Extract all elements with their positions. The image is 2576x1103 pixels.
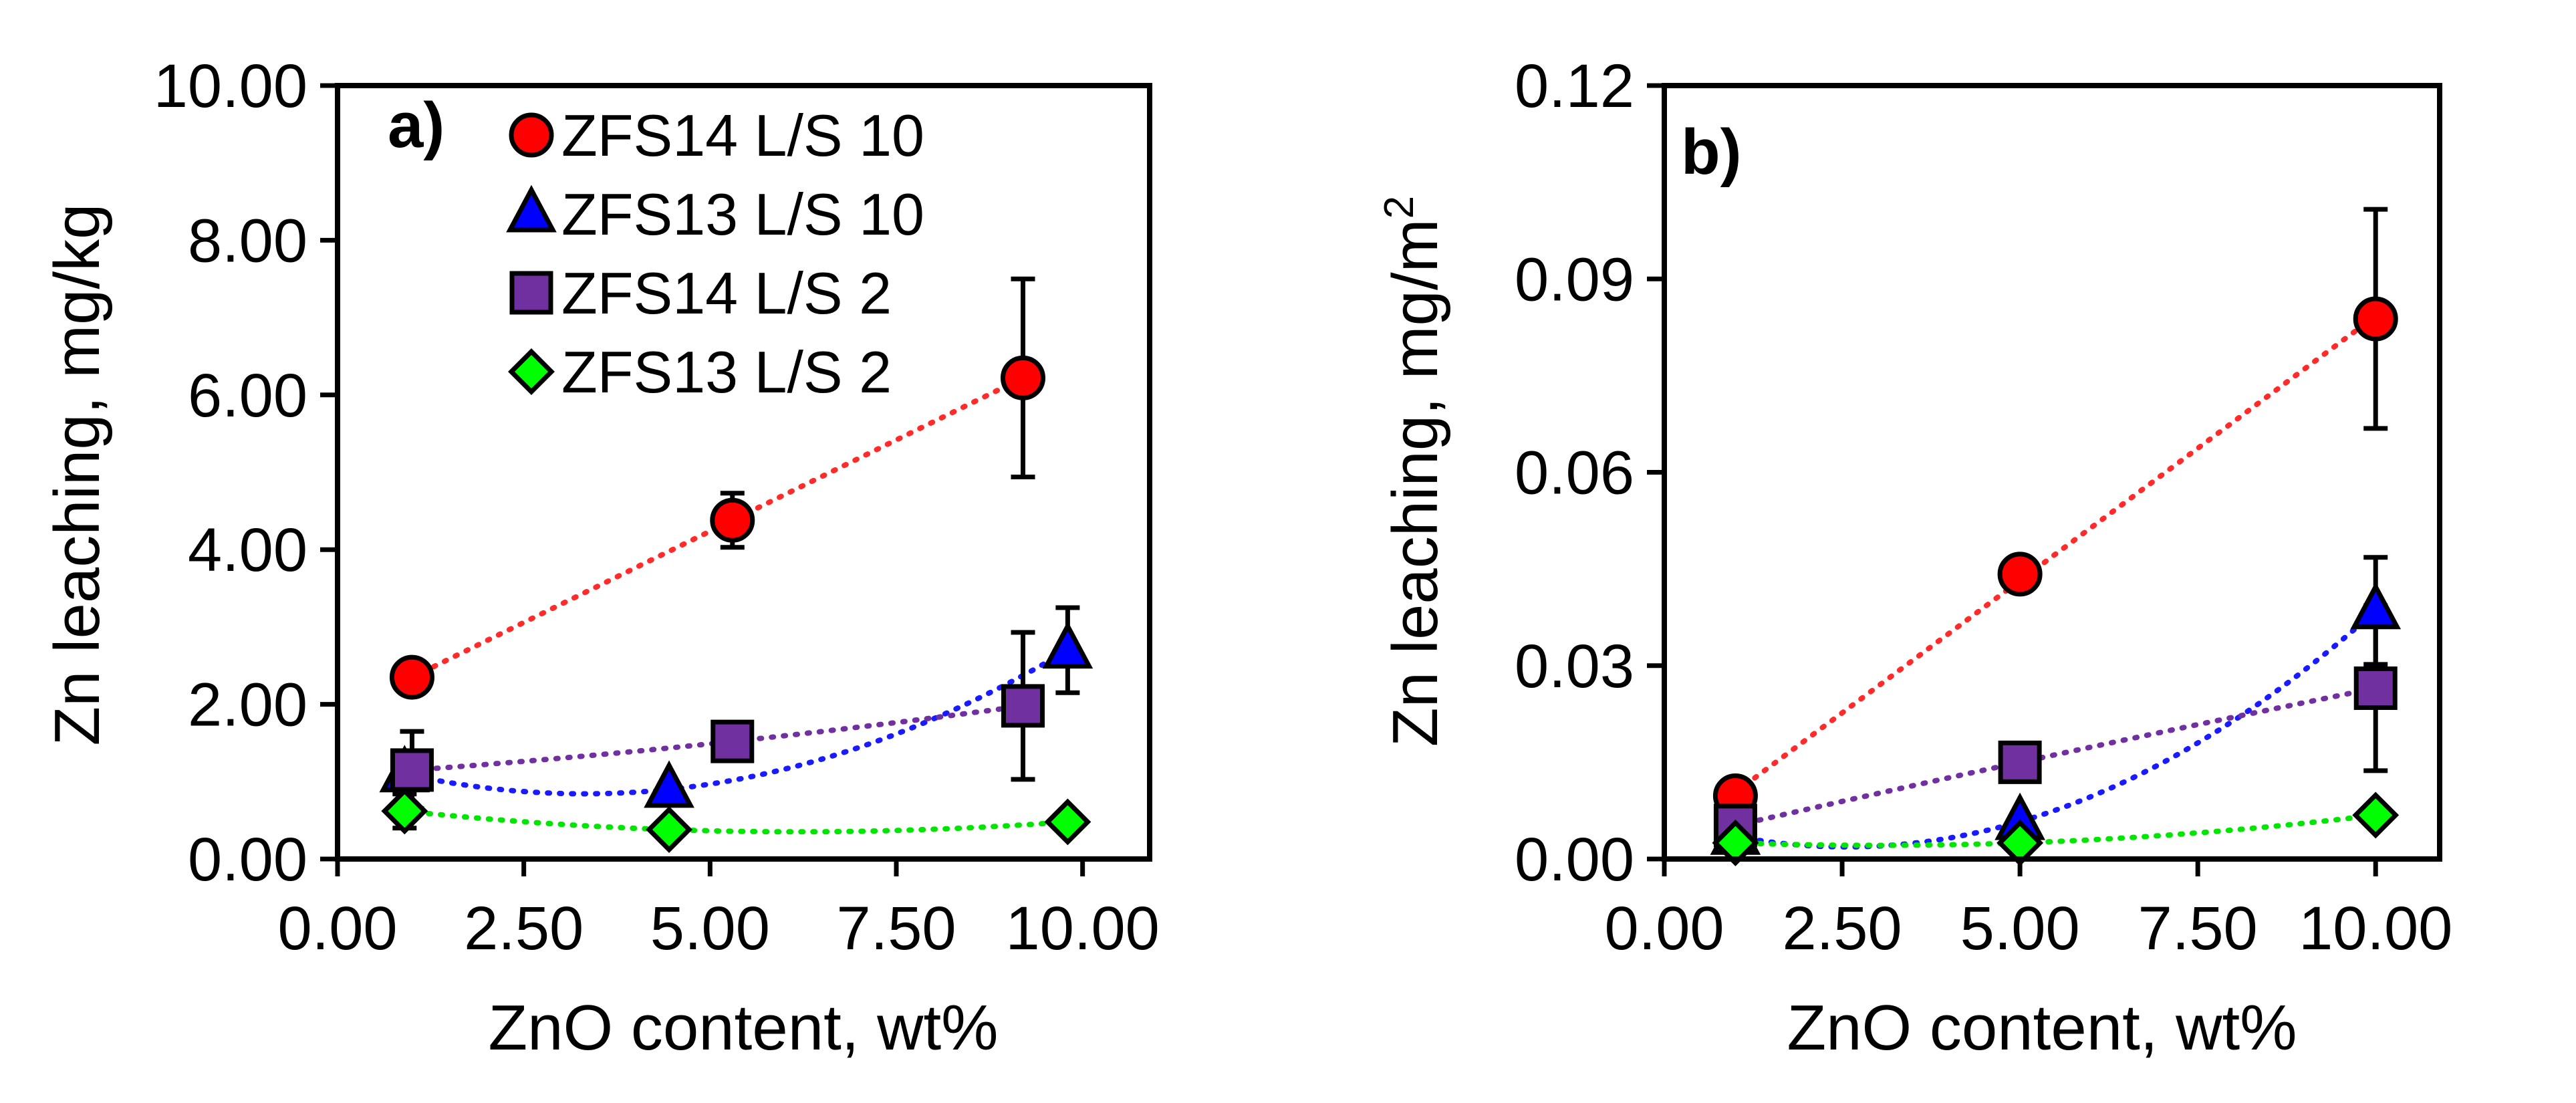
x-tick-label-a-0: 0.00 [277,894,397,963]
point-b-zfs14-l-s-10-2 [2353,296,2398,342]
legend-label-zfs13-l-s-10: ZFS13 L/S 10 [561,181,924,247]
y-tick-label-b-0: 0.00 [1515,826,1634,894]
legend-marker-zfs14-l-s-2 [509,271,553,315]
point-a-zfs13-l-s-2-2 [1044,798,1091,846]
y-tick-label-a-3: 6.00 [188,362,307,430]
y-axis-title-b-text: Zn leaching, mg/m [1380,219,1451,747]
y-tick-label-b-2: 0.06 [1515,439,1634,507]
y-tick-label-a-1: 2.00 [188,671,307,739]
point-a-zfs13-l-s-10-2 [1042,621,1093,669]
point-b-zfs14-l-s-10-1 [1997,552,2043,597]
x-tick-label-b-0: 0.00 [1604,894,1724,963]
trendline-b-zfs14-l-s-2 [1732,685,2379,828]
plot-area-frame-a [335,83,1152,862]
trendline-a-zfs13-l-s-2 [402,808,1071,835]
point-a-zfs13-l-s-2-1 [646,806,692,853]
x-axis-title-b: ZnO content, wt% [1787,992,2297,1064]
y-tick-label-b-3: 0.09 [1515,245,1634,314]
point-b-zfs14-l-s-2-1 [1998,740,2042,784]
x-tick-label-b-1: 2.50 [1783,894,1902,963]
x-tick-label-b-4: 10.00 [2299,894,2452,963]
point-b-zfs14-l-s-2-2 [2353,666,2398,710]
point-a-zfs13-l-s-2-0 [381,787,428,835]
point-a-zfs14-l-s-2-0 [390,748,434,792]
y-axis-title-b: Zn leaching, mg/m2 [1376,196,1451,747]
point-a-zfs14-l-s-10-2 [1001,355,1046,400]
point-a-zfs14-l-s-2-1 [711,719,755,763]
legend-marker-zfs14-l-s-10 [509,112,554,158]
point-a-zfs13-l-s-10-1 [644,760,694,808]
point-b-zfs13-l-s-2-2 [2352,791,2400,839]
trendline-b-zfs13-l-s-2 [1732,812,2379,848]
x-tick-label-a-4: 10.00 [1006,894,1160,963]
y-tick-label-a-4: 8.00 [188,207,307,275]
y-tick-label-a-0: 0.00 [188,826,307,894]
y-tick-label-a-5: 10.00 [154,52,307,120]
x-tick-label-b-3: 7.50 [2138,894,2258,963]
legend-label-zfs13-l-s-2: ZFS13 L/S 2 [561,339,892,405]
legend-label-zfs14-l-s-10: ZFS14 L/S 10 [561,102,924,168]
point-b-zfs13-l-s-2-0 [1712,819,1759,866]
x-tick-label-a-1: 2.50 [464,894,584,963]
y-axis-title-a: Zn leaching, mg/kg [41,203,113,745]
panel-a: 0.00 2.50 5.00 7.50 10.00 0.00 2.00 4.00 6.00 8.0… [41,52,1160,1064]
point-a-zfs14-l-s-10-0 [389,654,434,700]
point-a-zfs14-l-s-10-1 [710,497,755,543]
y-axis-title-b-superscript: 2 [1376,196,1422,219]
legend-marker-zfs13-l-s-10 [506,185,557,233]
x-tick-label-b-2: 5.00 [1960,894,2080,963]
legend-label-zfs14-l-s-2: ZFS14 L/S 2 [561,260,892,326]
trendline-a-zfs13-l-s-10 [402,647,1071,797]
point-b-zfs13-l-s-10-2 [2350,582,2402,630]
panel-label-b: b) [1681,116,1742,188]
y-tick-label-b-4: 0.12 [1515,52,1634,120]
x-tick-label-a-3: 7.50 [836,894,956,963]
legend-marker-zfs13-l-s-2 [508,348,555,395]
panel-b: 0.00 2.50 5.00 7.50 10.00 0.00 0.03 0.06 0.09 0.1… [1376,52,2452,1064]
y-tick-label-b-1: 0.03 [1515,632,1634,701]
x-axis-title-a: ZnO content, wt% [489,992,999,1064]
x-tick-label-a-2: 5.00 [650,894,770,963]
y-tick-label-a-2: 4.00 [188,516,307,584]
point-a-zfs14-l-s-2-2 [1001,684,1045,728]
panel-label-a: a) [388,90,444,161]
trendline-b-zfs14-l-s-10 [1732,313,2379,795]
legend: ZFS14 L/S 10 ZFS13 L/S 10 ZFS14 L/S 2 ZFS13… [506,102,924,405]
